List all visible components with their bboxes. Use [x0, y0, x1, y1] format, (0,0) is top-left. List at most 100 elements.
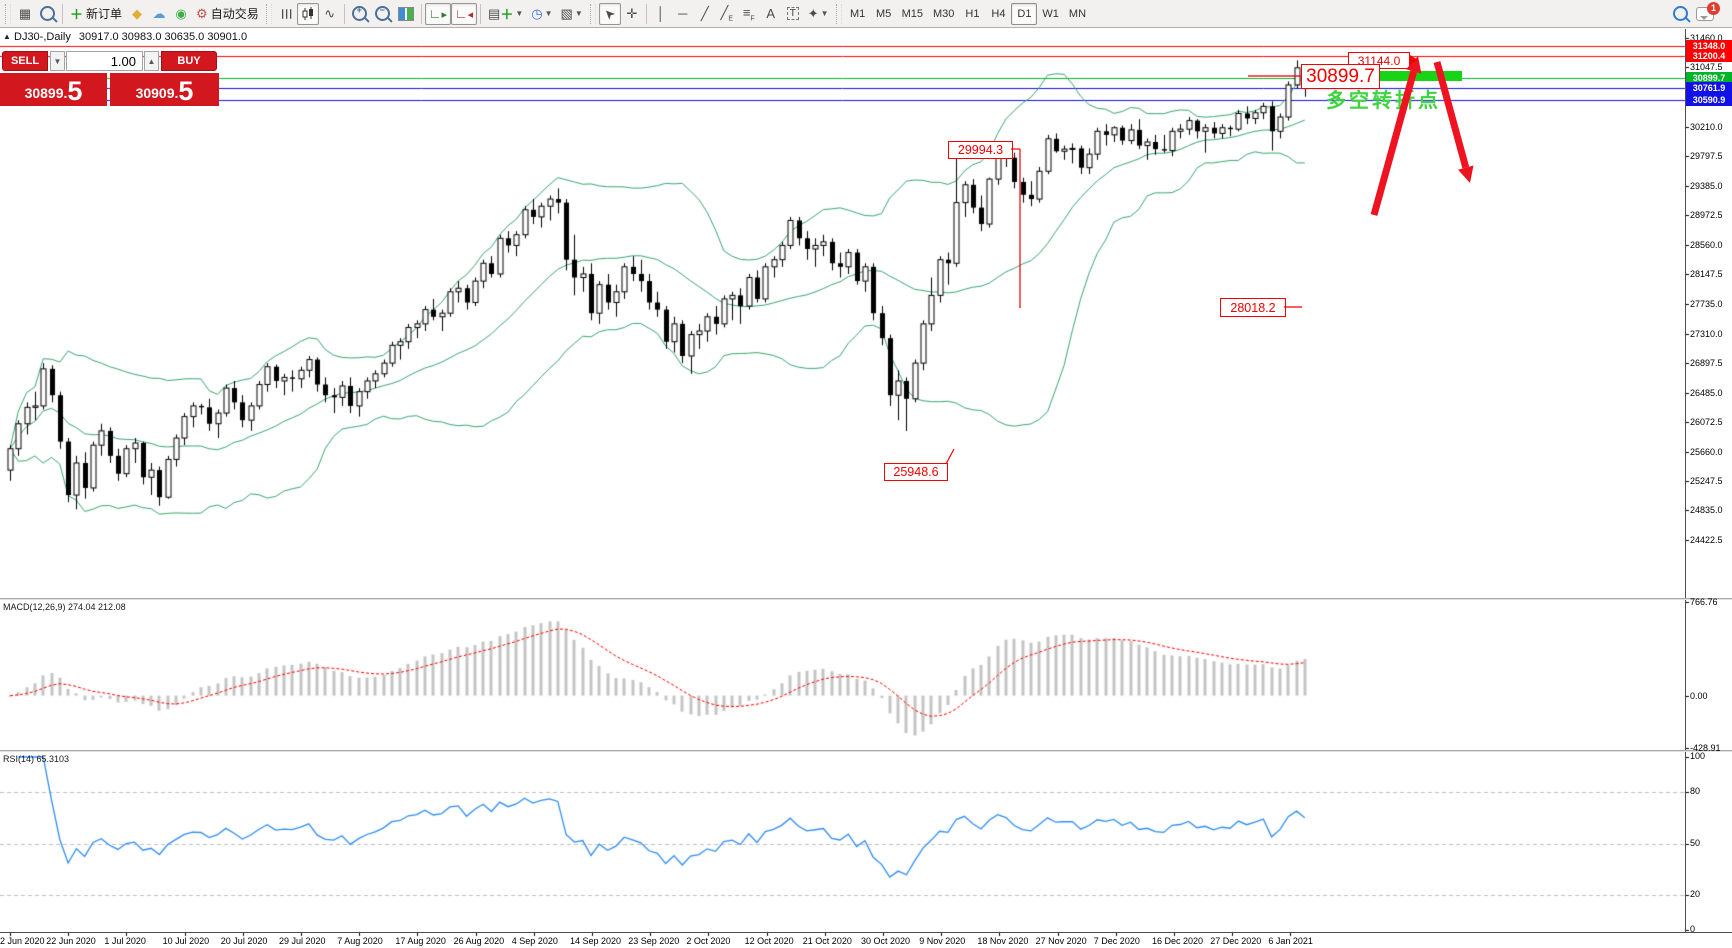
- zoom-in-button[interactable]: +: [348, 3, 371, 25]
- volume-input[interactable]: [66, 51, 143, 71]
- text-button[interactable]: A: [760, 3, 782, 25]
- resistance-highlight-bar[interactable]: [1378, 71, 1462, 81]
- price-level-badge: 30761.9: [1686, 81, 1732, 94]
- price-tick: 26897.5: [1690, 358, 1723, 369]
- auto-trading-button[interactable]: ⚙ 自动交易: [192, 3, 263, 25]
- date-label: 17 Aug 2020: [395, 936, 446, 946]
- horizontal-line-button[interactable]: ─: [672, 3, 694, 25]
- price-tick: 31460.0: [1690, 32, 1723, 43]
- shapes-button[interactable]: ✦ ▼: [807, 5, 829, 21]
- date-label: 10 Jul 2020: [162, 936, 210, 946]
- date-label: 27 Nov 2020: [1035, 936, 1087, 946]
- chart-profiles-button[interactable]: [36, 3, 59, 25]
- line-chart-button[interactable]: ∿: [319, 3, 341, 25]
- timeframe-group: M1 M5 M15 M30 H1 H4 D1 W1 MN: [845, 2, 1091, 25]
- tab-MN[interactable]: MN: [1068, 7, 1087, 20]
- templates-button[interactable]: ▧ ▼: [560, 5, 583, 21]
- text-label-button[interactable]: T: [782, 3, 804, 25]
- vertical-line-icon: │: [656, 6, 665, 21]
- price-label-25948[interactable]: 25948.6: [884, 463, 948, 481]
- date-label: 21 Oct 2020: [802, 936, 852, 946]
- price-label-29994[interactable]: 29994.3: [948, 141, 1013, 159]
- toolbar-grip[interactable]: [5, 3, 11, 24]
- market-watch-button[interactable]: ◆: [126, 3, 148, 25]
- rsi-tick: 80: [1690, 785, 1701, 796]
- tab-M1[interactable]: M1: [849, 7, 866, 20]
- buy-price-panel[interactable]: 30909. 5: [110, 73, 219, 106]
- price-tick: 29797.5: [1690, 151, 1723, 162]
- price-level-badge: 31200.4: [1686, 50, 1732, 63]
- chart-shift-button[interactable]: ∟◂: [450, 2, 478, 25]
- price-tick: 28972.5: [1690, 210, 1723, 221]
- sell-button[interactable]: SELL: [2, 51, 48, 71]
- crosshair-icon: ✛: [626, 5, 638, 21]
- search-button[interactable]: [1669, 3, 1692, 25]
- toolbar-grip[interactable]: [835, 3, 842, 24]
- date-label: 27 Dec 2020: [1210, 936, 1262, 946]
- signals-button[interactable]: ◉: [170, 3, 192, 25]
- vertical-line-button[interactable]: │: [650, 3, 672, 25]
- volume-decrease-button[interactable]: ▼: [50, 51, 65, 71]
- tab-H1[interactable]: H1: [965, 7, 980, 20]
- price-tick: 24422.5: [1690, 534, 1723, 545]
- bar-chart-icon: ☰: [278, 7, 294, 20]
- price-tick: 30210.0: [1690, 122, 1723, 133]
- tab-M30[interactable]: M30: [933, 7, 955, 20]
- price-axis-line: [1685, 29, 1686, 932]
- notifications-button[interactable]: 1: [1692, 1, 1720, 25]
- tab-M15[interactable]: M15: [901, 7, 923, 20]
- price-level-badge: 30590.9: [1686, 93, 1732, 106]
- new-order-plus-icon: ＋: [70, 7, 84, 22]
- new-chart-button[interactable]: ▦: [14, 3, 36, 25]
- trade-cloud-button[interactable]: ☁: [148, 3, 170, 25]
- cursor-button[interactable]: ➤: [598, 2, 621, 25]
- date-label: 29 Jul 2020: [279, 936, 326, 946]
- date-label: 2 Jun 2020: [0, 936, 45, 946]
- trendline-icon: ╱: [700, 5, 709, 21]
- zoom-out-icon: −: [374, 5, 390, 21]
- volume-increase-button[interactable]: ▲: [144, 51, 159, 71]
- trendline-button[interactable]: ╱: [694, 3, 716, 25]
- date-label: 14 Sep 2020: [570, 936, 622, 946]
- price-label-28018[interactable]: 28018.2: [1220, 298, 1286, 317]
- one-click-trading-panel: SELL ▼ ▲ BUY 30899.5 30909.5: [0, 48, 220, 106]
- new-order-button[interactable]: ＋ 新订单: [66, 3, 126, 25]
- macd-pane-separator[interactable]: [0, 598, 1732, 600]
- fibonacci-button[interactable]: ≡F: [738, 3, 760, 25]
- one-click-collapse-arrow[interactable]: ▲: [3, 32, 11, 41]
- notification-badge: 1: [1707, 1, 1720, 15]
- time-axis-line: [0, 932, 1732, 933]
- date-label: 6 Jan 2021: [1268, 936, 1313, 946]
- tab-H4[interactable]: H4: [991, 7, 1006, 20]
- rsi-indicator-label: RSI(14) 65.3103: [3, 754, 70, 764]
- price-level-badge: 31348.0: [1686, 39, 1732, 52]
- tab-W1[interactable]: W1: [1042, 7, 1059, 20]
- tab-M5[interactable]: M5: [875, 7, 892, 20]
- text-icon: A: [766, 6, 776, 21]
- toolbar-grip[interactable]: [589, 3, 596, 24]
- crosshair-button[interactable]: ✛: [621, 3, 643, 25]
- ohlc-values: 30917.0 30983.0 30635.0 30901.0: [78, 31, 248, 43]
- price-tick: 25247.5: [1690, 475, 1723, 486]
- periods-button[interactable]: ◷ ▼: [531, 5, 553, 21]
- date-label: 12 Oct 2020: [744, 936, 794, 946]
- horizontal-line-icon: ─: [678, 6, 688, 21]
- rsi-pane-separator[interactable]: [0, 750, 1732, 752]
- indicators-button[interactable]: ▤ ＋ ▼: [488, 5, 524, 23]
- tile-windows-button[interactable]: [394, 3, 418, 25]
- sell-price-panel[interactable]: 30899. 5: [0, 73, 107, 106]
- zoom-out-button[interactable]: −: [371, 3, 394, 25]
- diamond-icon: ◆: [132, 5, 143, 21]
- turning-point-annotation[interactable]: 多空转折点: [1326, 90, 1441, 112]
- auto-trading-robot-icon: ⚙: [196, 5, 208, 21]
- auto-scroll-button[interactable]: ∟▸: [424, 2, 451, 25]
- channel-button[interactable]: ╱E: [716, 3, 738, 25]
- fibonacci-icon: ≡F: [742, 4, 755, 23]
- buy-button[interactable]: BUY: [161, 51, 217, 71]
- bar-chart-button[interactable]: ☰: [275, 3, 297, 25]
- candlestick-chart-button[interactable]: [296, 2, 319, 25]
- toolbar-grip[interactable]: [265, 3, 272, 24]
- tab-D1[interactable]: D1: [1011, 2, 1038, 25]
